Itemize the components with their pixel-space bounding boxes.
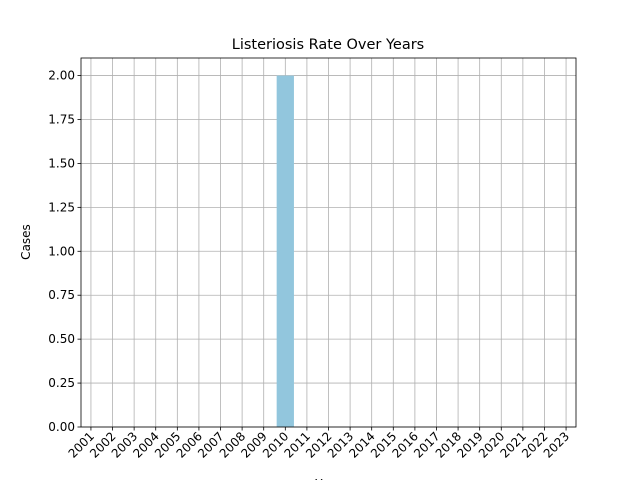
bar	[276, 75, 294, 428]
y-tick-label: 1.25	[48, 200, 75, 214]
y-tick-label: 0.50	[48, 332, 75, 346]
y-tick-label: 1.00	[48, 244, 75, 258]
y-tick-label: 1.50	[48, 156, 75, 170]
y-axis-label: Cases	[19, 224, 33, 260]
plot-frame	[80, 57, 577, 428]
x-axis-label: Year	[314, 477, 340, 480]
chart-title: Listeriosis Rate Over Years	[232, 37, 424, 53]
y-tick-label: 0.25	[48, 376, 75, 390]
y-tick-label: 0.75	[48, 288, 75, 302]
y-tick-label: 2.00	[48, 69, 75, 83]
y-tick-label: 1.75	[48, 113, 75, 127]
y-tick-label: 0.00	[48, 420, 75, 434]
